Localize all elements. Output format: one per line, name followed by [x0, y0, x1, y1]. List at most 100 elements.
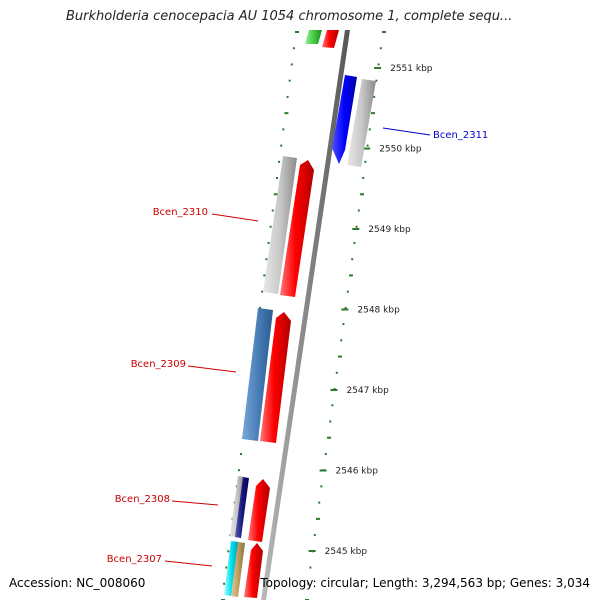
track-dot	[329, 420, 332, 423]
track-dot	[353, 241, 356, 244]
leader-bcen-2310	[211, 213, 259, 222]
scale-tick	[352, 228, 360, 230]
track-dot	[355, 225, 358, 228]
track-dot	[346, 290, 349, 293]
gene-feature-steel-2309	[242, 308, 273, 441]
track-dot	[379, 47, 382, 50]
scale-tick-label: 2547 kbp	[346, 386, 389, 396]
track-dot	[227, 550, 230, 553]
scale-tick	[319, 469, 327, 472]
track-dot	[265, 258, 268, 261]
track-dot	[275, 177, 278, 180]
track-dot	[313, 534, 316, 537]
chromosome-backbone	[261, 30, 350, 600]
gene-feature-bcen-2307	[244, 543, 263, 598]
gene-feature-navy-2308	[235, 477, 249, 538]
track-dot	[284, 112, 289, 115]
track-dot	[307, 582, 310, 585]
track-dot	[351, 258, 354, 261]
scale-tick	[363, 147, 371, 150]
track-dot	[371, 112, 375, 115]
gene-feature-gray-2311	[347, 79, 376, 167]
track-dot	[382, 31, 386, 33]
scale-tick-label: 2550 kbp	[379, 145, 422, 155]
track-dot	[335, 371, 338, 374]
gene-feature-gray-2310	[263, 156, 297, 294]
leader-bcen-2307	[164, 560, 213, 567]
track-dot	[340, 339, 343, 342]
gene-labels: Bcen_2311 Bcen_2310 Bcen_2309 Bcen_2308 …	[107, 130, 489, 565]
track-dot	[357, 209, 360, 212]
track-dot	[273, 193, 278, 196]
gene-label-bcen-2310[interactable]: Bcen_2310	[153, 207, 208, 218]
track-dot	[280, 144, 283, 147]
scale-tick	[341, 308, 349, 311]
track-dot	[278, 160, 281, 163]
topology-summary: Topology: circular; Length: 3,294,563 bp…	[260, 576, 590, 590]
track-dot	[288, 79, 291, 82]
track-dot	[225, 566, 228, 569]
gene-feature-bcen-2310	[280, 160, 314, 297]
track-dot	[316, 517, 320, 520]
kbp-scale: 2551 kbp 2550 kbp 2549 kbp 2548 kbp 2547 kbp…	[308, 64, 433, 557]
leader-bcen-2309	[187, 365, 237, 373]
track-dot	[223, 582, 226, 585]
scale-tick-label: 2549 kbp	[368, 225, 411, 235]
gene-label-bcen-2309[interactable]: Bcen_2309	[131, 359, 186, 370]
track-dot	[338, 355, 342, 358]
track-dot	[269, 225, 272, 228]
track-dot	[324, 452, 327, 455]
track-dot	[263, 274, 268, 277]
track-dot	[271, 209, 274, 212]
track-dot	[320, 485, 323, 488]
track-dot	[368, 128, 371, 131]
scale-tick	[330, 389, 338, 391]
gene-label-bcen-2311[interactable]: Bcen_2311	[433, 130, 488, 141]
track-dot	[240, 452, 243, 455]
track-dot	[282, 128, 285, 131]
track-dot	[267, 241, 270, 244]
map-title: Burkholderia cenocepacia AU 1054 chromos…	[66, 9, 513, 24]
gene-feature-gray-2308	[230, 476, 244, 537]
gene-feature-tan-2307	[231, 542, 245, 597]
track-dot	[261, 290, 264, 293]
track-dot	[292, 47, 295, 50]
track-dot	[237, 469, 240, 472]
gene-label-bcen-2308[interactable]: Bcen_2308	[115, 494, 170, 505]
gene-label-bcen-2307[interactable]: Bcen_2307	[107, 554, 162, 565]
gene-features	[224, 30, 376, 598]
track-dot	[364, 160, 367, 163]
scale-tick-label: 2548 kbp	[357, 306, 400, 316]
scale-tick	[308, 550, 316, 552]
gene-feature-cyan-2307	[224, 541, 239, 596]
track-dot	[259, 306, 262, 309]
scale-tick-label: 2546 kbp	[336, 467, 379, 477]
gene-feature-green	[305, 30, 322, 44]
scale-tick-label: 2551 kbp	[390, 64, 433, 74]
track-dot	[375, 79, 378, 82]
track-dot	[377, 63, 380, 66]
accession-text: Accession: NC_008060	[9, 576, 146, 590]
track-dot	[286, 95, 289, 98]
leader-bcen-2311	[382, 127, 431, 136]
track-dot	[318, 501, 321, 504]
leader-bcen-2308	[171, 500, 219, 506]
track-dot	[366, 144, 369, 147]
track-dot	[295, 31, 299, 33]
track-dot	[349, 274, 353, 277]
gene-feature-bcen-2311	[332, 75, 357, 164]
track-dot	[290, 63, 293, 66]
scale-tick-label: 2545 kbp	[325, 547, 368, 557]
track-dot	[362, 177, 365, 180]
gene-feature-bcen-2308	[248, 479, 270, 542]
track-dot	[327, 436, 331, 439]
track-dot	[342, 323, 345, 326]
gene-feature-red-top	[322, 30, 339, 48]
track-dot	[331, 404, 334, 407]
scale-tick	[374, 67, 382, 69]
track-dot	[344, 306, 347, 309]
gene-label-leaders	[164, 127, 431, 567]
track-dot	[373, 95, 376, 98]
track-dot	[360, 193, 364, 196]
